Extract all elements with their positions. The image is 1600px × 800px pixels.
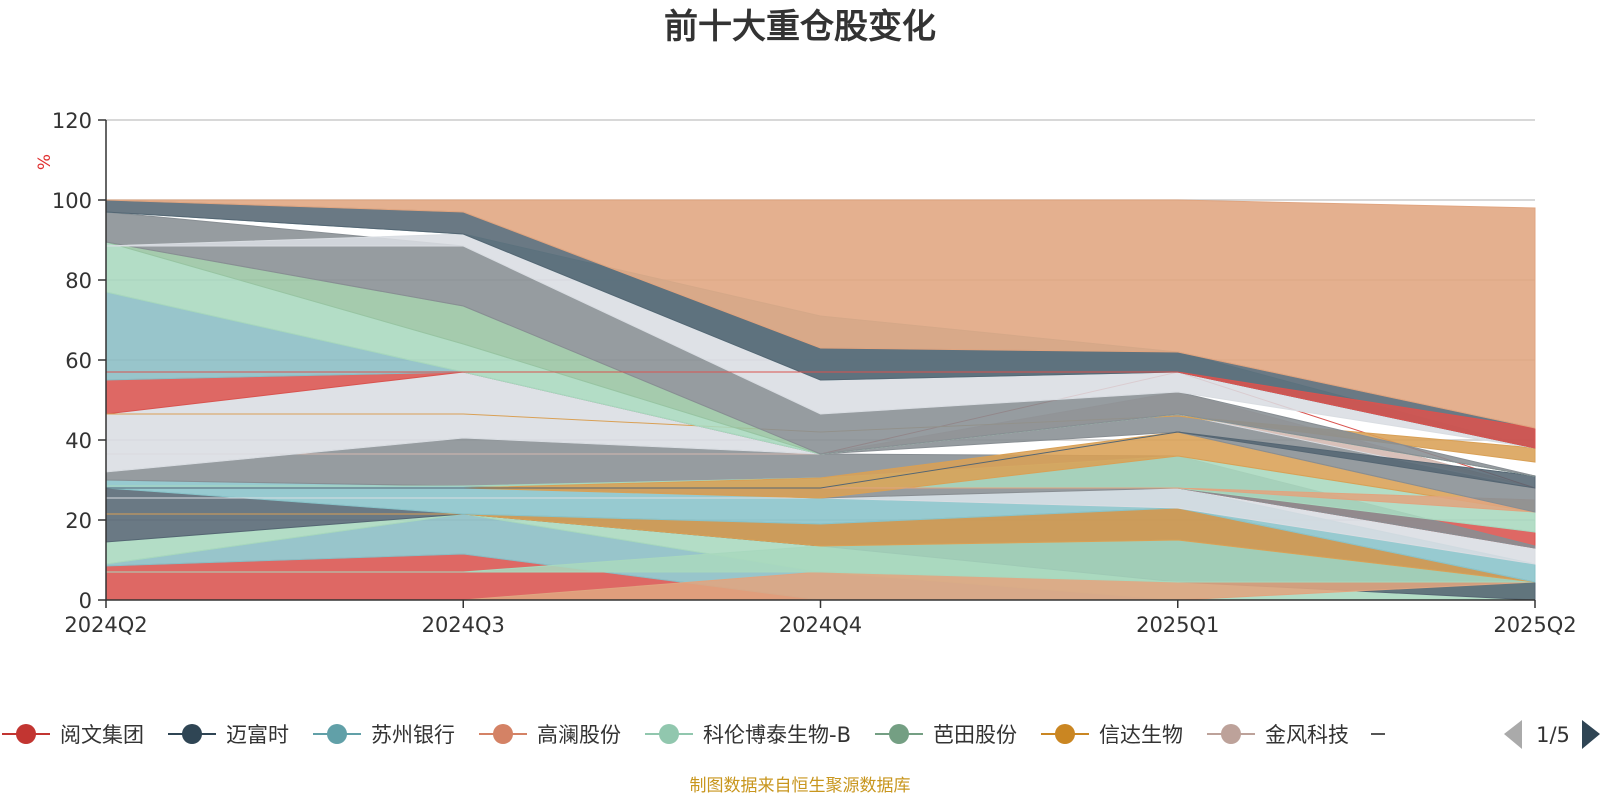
x-tick-label: 2024Q3 bbox=[422, 613, 505, 637]
area-layers bbox=[105, 199, 1536, 601]
y-tick-label: 40 bbox=[65, 429, 92, 453]
y-tick-label: 80 bbox=[65, 269, 92, 293]
legend-label: 科伦博泰生物-B bbox=[703, 723, 851, 747]
chart-title: 前十大重仓股变化 bbox=[664, 7, 936, 47]
legend-page-indicator: 1/5 bbox=[1536, 723, 1570, 747]
legend-label: 高澜股份 bbox=[537, 723, 621, 747]
x-tick-label: 2025Q1 bbox=[1136, 613, 1219, 637]
legend-label: 芭田股份 bbox=[933, 723, 1017, 747]
x-tick-label: 2024Q2 bbox=[64, 613, 147, 637]
legend-item[interactable]: 阅文集团 bbox=[2, 723, 144, 747]
legend-circle-marker bbox=[888, 724, 909, 744]
area-layer-28 bbox=[106, 371, 1536, 449]
legend-item[interactable]: 科伦博泰生物-B bbox=[645, 723, 851, 747]
source-note: 制图数据来自恒生聚源数据库 bbox=[690, 776, 911, 796]
legend-circle-marker bbox=[1054, 724, 1075, 744]
legend-label: 迈富时 bbox=[226, 723, 289, 747]
y-axis-unit: % bbox=[35, 154, 55, 170]
legend-label: 信达生物 bbox=[1099, 723, 1183, 747]
y-tick-label: 60 bbox=[65, 349, 92, 373]
legend-circle-marker bbox=[327, 724, 347, 744]
legend-item[interactable]: 苏州银行 bbox=[313, 723, 455, 747]
y-tick-label: 120 bbox=[52, 109, 92, 133]
x-tick-label: 2024Q4 bbox=[779, 613, 862, 637]
y-tick-label: 100 bbox=[52, 189, 92, 213]
legend-item[interactable]: 金风科技 bbox=[1206, 723, 1349, 747]
legend-item[interactable]: 信达生物 bbox=[1040, 723, 1183, 747]
area-layer-20 bbox=[106, 431, 1536, 489]
legend-label: 阅文集团 bbox=[60, 723, 144, 747]
x-tick-label: 2025Q2 bbox=[1493, 613, 1576, 637]
axes: 0 20 40 60 80 100 120 2024Q2 2024Q3 2024Q4 2025Q1 2… bbox=[52, 109, 1577, 637]
area-layer-29 bbox=[105, 199, 1536, 429]
legend-circle-marker bbox=[16, 724, 36, 744]
legend-next-page-icon[interactable] bbox=[1582, 720, 1600, 749]
legend-circle-marker bbox=[659, 724, 679, 744]
area-layer-9 bbox=[106, 487, 1536, 565]
area-layer-19 bbox=[106, 413, 1536, 463]
legend-circle-marker bbox=[1220, 724, 1241, 744]
legend-label: 金风科技 bbox=[1265, 723, 1349, 747]
y-tick-label: 20 bbox=[65, 509, 92, 533]
legend-label: 苏州银行 bbox=[371, 723, 455, 747]
legend-item[interactable]: 芭田股份 bbox=[874, 723, 1017, 747]
legend-prev-page-icon[interactable] bbox=[1504, 720, 1522, 749]
legend-circle-marker bbox=[182, 724, 202, 744]
legend: 阅文集团 迈富时 苏州银行 高澜股份 科伦博泰生物-B 芭田股份 信达生物 金风科技 1/5 bbox=[2, 720, 1600, 749]
legend-circle-marker bbox=[493, 724, 513, 744]
y-tick-label: 0 bbox=[79, 589, 92, 613]
legend-item[interactable]: 迈富时 bbox=[168, 723, 289, 747]
legend-item[interactable]: 高澜股份 bbox=[479, 723, 621, 747]
